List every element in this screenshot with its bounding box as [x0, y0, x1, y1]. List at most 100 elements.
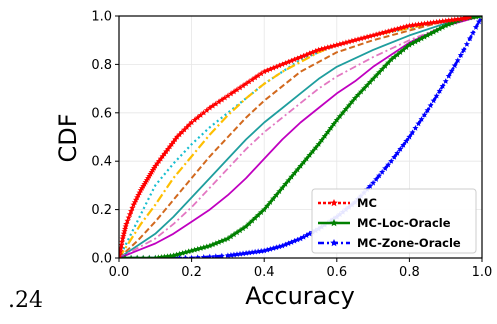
data-point	[442, 22, 449, 29]
data-point	[433, 18, 440, 25]
data-point	[126, 211, 133, 217]
data-point	[119, 241, 125, 248]
data-point	[125, 214, 132, 221]
data-point	[291, 56, 298, 63]
data-point	[243, 223, 250, 230]
data-point	[161, 253, 168, 258]
y-tick-label: 0.2	[91, 203, 112, 218]
data-point	[119, 235, 126, 242]
data-point	[415, 120, 422, 127]
data-point	[233, 86, 240, 93]
data-point	[128, 254, 135, 258]
data-point	[206, 104, 213, 111]
data-point	[183, 124, 190, 130]
data-point	[288, 173, 295, 180]
data-point	[376, 69, 383, 76]
data-point	[227, 252, 234, 258]
data-point	[309, 148, 316, 155]
x-tick-label: 0.8	[399, 265, 420, 280]
data-point	[221, 94, 228, 101]
data-point	[121, 228, 128, 234]
y-tick-label: 0.4	[91, 155, 112, 170]
data-point	[367, 78, 374, 85]
data-point	[230, 88, 237, 95]
data-point	[188, 119, 195, 126]
data-point	[164, 253, 171, 258]
data-point	[246, 220, 253, 227]
data-point	[123, 220, 130, 227]
data-point	[279, 61, 286, 67]
data-point	[261, 206, 268, 213]
data-point	[348, 98, 355, 105]
data-point	[303, 232, 310, 238]
legend-entries: MC MC-Loc-Oracle MC-Zone-Oracle	[318, 196, 461, 250]
series-line	[119, 16, 482, 258]
data-point	[159, 153, 166, 159]
data-point	[448, 67, 455, 74]
data-point	[155, 158, 162, 164]
data-point	[186, 121, 193, 128]
data-point	[321, 133, 328, 139]
data-point	[255, 212, 262, 218]
data-point	[176, 254, 183, 258]
data-point	[339, 109, 346, 116]
data-point	[330, 120, 337, 127]
data-point	[358, 88, 364, 95]
data-point	[394, 149, 401, 156]
data-point	[354, 91, 361, 98]
series-line	[119, 16, 482, 258]
data-point	[255, 72, 262, 79]
data-point	[233, 229, 240, 236]
data-point	[418, 116, 425, 122]
data-point	[445, 72, 452, 79]
data-point	[469, 29, 476, 36]
data-point	[418, 35, 425, 42]
data-point	[361, 34, 368, 41]
data-point	[415, 37, 422, 43]
data-point	[475, 18, 482, 25]
data-point	[218, 96, 225, 103]
data-point	[412, 124, 419, 131]
data-point	[400, 24, 407, 30]
series-7	[119, 16, 482, 258]
series-8	[119, 16, 482, 258]
data-point	[364, 33, 371, 40]
data-point	[146, 254, 153, 258]
data-point	[122, 254, 129, 258]
data-point	[179, 250, 186, 256]
data-point	[394, 51, 401, 58]
legend-label: MC	[357, 196, 377, 210]
data-point	[385, 161, 392, 168]
data-point	[252, 214, 259, 221]
legend-label: MC-Zone-Oracle	[357, 236, 461, 250]
data-point	[436, 18, 443, 25]
data-point	[421, 33, 428, 40]
legend-marker	[330, 199, 338, 207]
data-point	[215, 98, 222, 105]
data-point	[240, 250, 247, 257]
data-point	[249, 217, 256, 224]
data-point	[430, 97, 437, 104]
data-point	[237, 84, 243, 91]
legend-label: MC-Loc-Oracle	[357, 216, 451, 230]
data-point	[273, 63, 280, 70]
data-point	[388, 56, 395, 63]
data-point	[182, 254, 189, 258]
data-point	[406, 133, 413, 140]
data-point	[224, 92, 231, 99]
data-point	[206, 253, 213, 258]
data-point	[218, 252, 225, 258]
data-point	[466, 35, 473, 42]
data-point	[276, 243, 283, 250]
data-point	[388, 158, 395, 164]
data-point	[315, 46, 322, 53]
data-point	[300, 233, 307, 240]
series-1	[119, 16, 482, 258]
data-point	[258, 70, 265, 77]
data-point	[170, 252, 177, 258]
data-point	[391, 154, 398, 160]
data-point	[427, 102, 434, 109]
data-point	[273, 191, 280, 198]
data-point	[200, 254, 207, 258]
